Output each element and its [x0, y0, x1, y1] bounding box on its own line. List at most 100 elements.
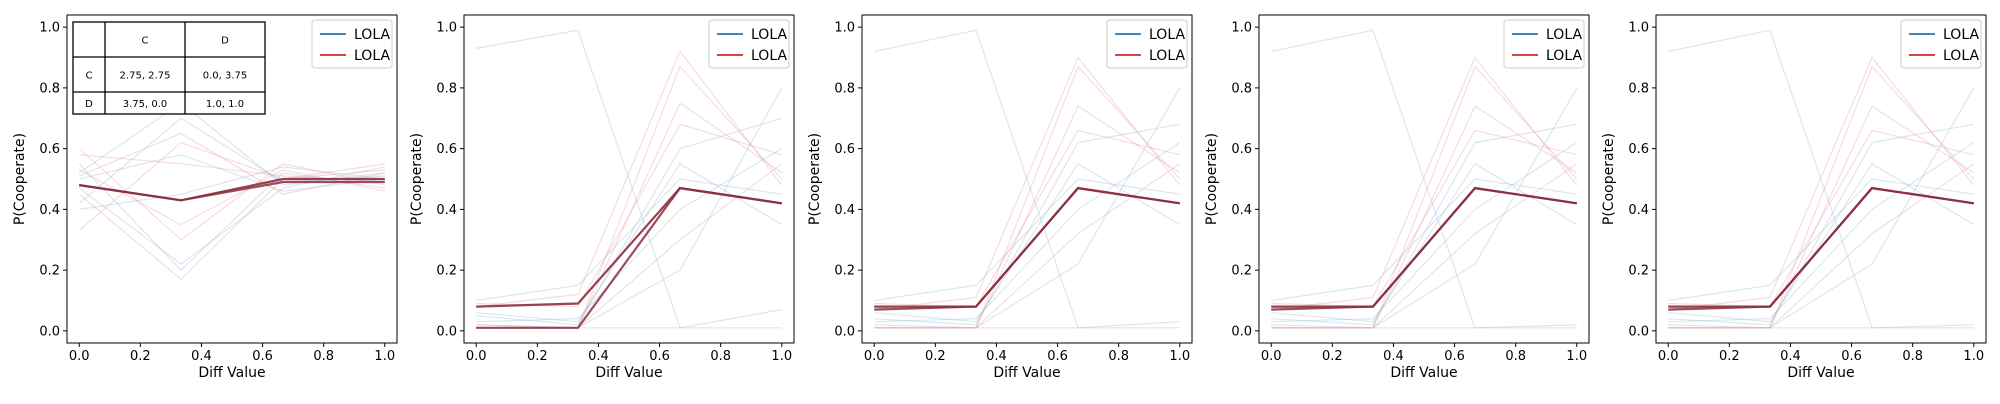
x-tick-label: 0.8 [710, 349, 731, 364]
faint-run-line [476, 50, 783, 308]
x-tick-label: 0.0 [864, 349, 885, 364]
faint-run-line [1271, 178, 1577, 302]
x-tick-label: 1.0 [771, 349, 792, 364]
legend: LOLA LOLA [1503, 19, 1585, 69]
faint-run-line [874, 105, 1181, 329]
y-tick-label: 0.4 [1231, 203, 1252, 218]
faint-run-line [1668, 163, 1975, 329]
subplot-1: 0.0 0.2 0.4 0.6 0.8 1.0 0.0 0.2 0.4 0.6 0.8 1.0 Diff… [12, 14, 398, 381]
faint-run-line [78, 169, 385, 281]
faint-run-line [874, 65, 1181, 329]
series-line-2 [1271, 186, 1577, 311]
legend: LOLA LOLA [708, 19, 790, 69]
faint-run-line [1668, 56, 1975, 311]
faint-run-line [78, 141, 385, 232]
x-tick-label: 0.8 [1505, 349, 1526, 364]
x-tick-label: 0.6 [1444, 349, 1465, 364]
x-tick-label: 0.8 [1108, 349, 1129, 364]
table-row-label: D [85, 99, 93, 110]
y-tick-label: 0.4 [39, 203, 60, 218]
legend-box [1900, 19, 1982, 69]
faint-run-line [79, 166, 385, 210]
faint-run-line [1271, 65, 1578, 329]
faint-run-line [1668, 123, 1974, 326]
legend-box [708, 19, 790, 69]
faint-run-line [476, 29, 782, 329]
y-tick-label: 0.0 [1231, 324, 1252, 339]
series-line-1 [476, 186, 782, 308]
faint-run-line [1271, 163, 1578, 329]
faint-run-line [1668, 65, 1975, 329]
x-tick-label: 0.4 [588, 349, 609, 364]
x-tick-label: 0.4 [986, 349, 1007, 364]
faint-run-line [1668, 324, 1974, 329]
x-tick-label: 0.0 [1658, 349, 1679, 364]
y-tick-label: 0.2 [1231, 264, 1252, 279]
x-tick-label: 0.4 [1780, 349, 1801, 364]
legend-entry-label: LOLA [1943, 27, 1979, 43]
legend-entry-label: LOLA [354, 27, 390, 43]
x-tick-label: 0.6 [252, 349, 273, 364]
subplot-5: 0.0 0.2 0.4 0.6 0.8 1.0 0.0 0.2 0.4 0.6 0.8 1.0 Diff… [1601, 14, 1987, 381]
y-tick-label: 0.6 [834, 142, 855, 157]
y-tick-label: 1.0 [834, 21, 855, 36]
legend-box [1106, 19, 1188, 69]
legend-entry-label: LOLA [1943, 48, 1979, 64]
legend-entry-label: LOLA [1149, 48, 1185, 64]
faint-run-line [79, 154, 385, 192]
y-axis-label: P(Cooperate) [807, 133, 823, 225]
y-tick-label: 0.8 [1231, 81, 1252, 96]
faint-run-line [1271, 56, 1578, 311]
legend-entry-label: LOLA [751, 27, 787, 43]
faint-run-line [1668, 129, 1974, 308]
y-tick-label: 1.0 [1628, 21, 1649, 36]
axes-frame [861, 14, 1193, 344]
y-axis-label: P(Cooperate) [12, 133, 28, 225]
y-tick-label: 0.2 [39, 264, 60, 279]
y-tick-label: 0.2 [436, 264, 457, 279]
x-tick-label: 1.0 [374, 349, 395, 364]
y-tick-label: 1.0 [1231, 21, 1252, 36]
faint-run-line [78, 166, 385, 265]
faint-run-line [874, 29, 1180, 329]
y-tick-label: 0.6 [1628, 142, 1649, 157]
table-col-header: D [221, 36, 229, 47]
legend-entry-label: LOLA [1546, 48, 1582, 64]
x-axis-label: Diff Value [1390, 365, 1457, 381]
x-tick-label: 0.2 [527, 349, 548, 364]
faint-run-line [476, 65, 783, 329]
x-axis-label: Diff Value [198, 365, 265, 381]
table-col-header: C [142, 36, 149, 47]
y-tick-label: 0.4 [436, 203, 457, 218]
faint-run-line [1668, 29, 1974, 329]
x-tick-label: 0.0 [1261, 349, 1282, 364]
faint-run-line [874, 162, 1181, 323]
faint-run-line [1668, 178, 1974, 302]
legend-entry-label: LOLA [1149, 27, 1185, 43]
series-line-2 [79, 180, 385, 202]
axes-frame [463, 14, 795, 344]
faint-run-line [1271, 324, 1577, 329]
x-tick-label: 0.4 [191, 349, 212, 364]
y-tick-label: 0.8 [834, 81, 855, 96]
series-line-2 [1668, 186, 1974, 311]
y-tick-label: 0.0 [1628, 324, 1649, 339]
faint-run-line [874, 178, 1180, 302]
table-cell: 3.75, 0.0 [123, 99, 168, 110]
faint-run-line [874, 142, 1181, 323]
subplot-3: 0.0 0.2 0.4 0.6 0.8 1.0 0.0 0.2 0.4 0.6 0.8 1.0 Diff… [807, 14, 1193, 381]
y-axis-label: P(Cooperate) [1601, 133, 1617, 225]
faint-run-line [1668, 87, 1975, 329]
axes-frame [66, 14, 398, 344]
x-tick-label: 1.0 [1566, 349, 1587, 364]
faint-run-line [1271, 87, 1578, 329]
x-tick-label: 1.0 [1963, 349, 1984, 364]
subplot-2: 0.0 0.2 0.4 0.6 0.8 1.0 0.0 0.2 0.4 0.6 0.8 1.0 Diff… [409, 14, 795, 381]
x-tick-label: 0.2 [130, 349, 151, 364]
x-tick-label: 0.8 [313, 349, 334, 364]
table-cell: 1.0, 1.0 [206, 99, 244, 110]
table-cell: 0.0, 3.75 [203, 71, 248, 82]
table-cell: 2.75, 2.75 [120, 71, 171, 82]
